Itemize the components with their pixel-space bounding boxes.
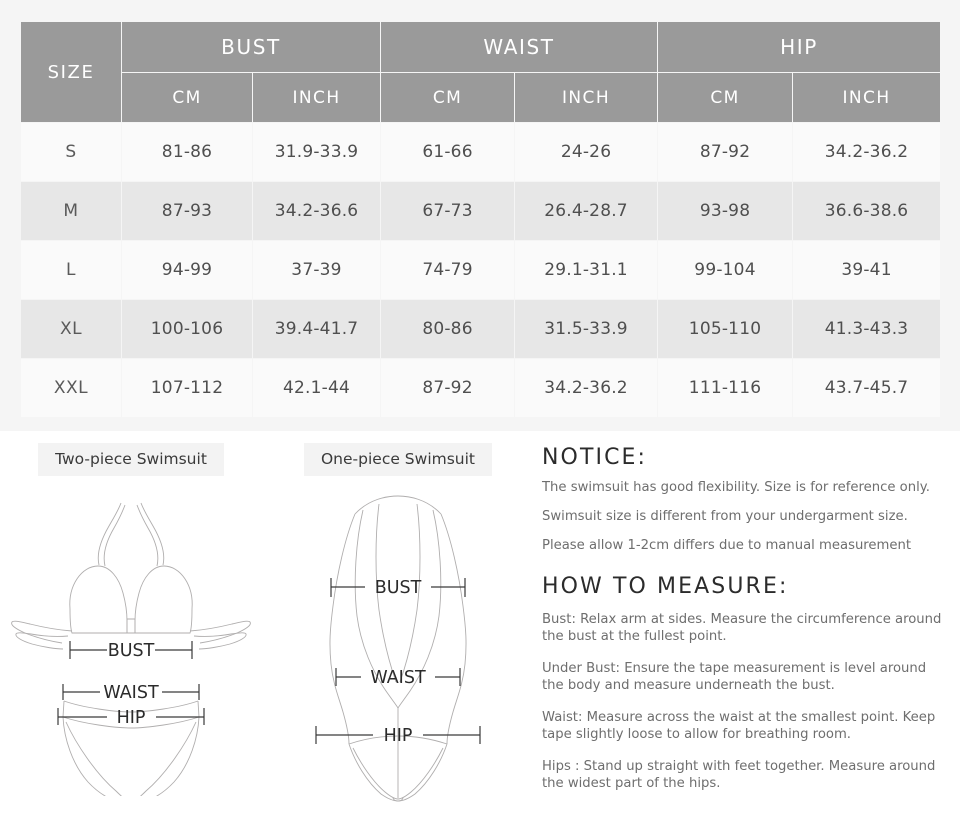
two-piece-bust-label: BUST (108, 641, 155, 661)
notice-heading: NOTICE: (542, 445, 648, 470)
cell-hip-cm: 99-104 (657, 240, 794, 300)
one-piece-diagram-panel: One-piece Swimsuit (262, 431, 534, 810)
table-header-row-groups: SIZE BUST WAIST HIP (20, 21, 942, 123)
bust-measure-line (330, 578, 466, 597)
two-piece-waist-label: WAIST (103, 683, 159, 703)
cell-waist-inch: 31.5-33.9 (514, 299, 659, 359)
header-waist-inch: INCH (514, 72, 659, 123)
header-group-waist: WAIST (380, 21, 659, 73)
cell-bust-inch: 37-39 (251, 240, 382, 300)
table-row: L 94-99 37-39 74-79 29.1-31.1 99-104 39-… (20, 240, 942, 300)
two-piece-illustration: BUST WAIST HIP (6, 486, 256, 805)
cell-waist-cm: 87-92 (380, 358, 516, 418)
two-piece-hip-label: HIP (117, 708, 146, 728)
cell-hip-inch: 43.7-45.7 (792, 358, 942, 418)
table-row: M 87-93 34.2-36.6 67-73 26.4-28.7 93-98 … (20, 181, 942, 241)
header-hip-cm: CM (657, 72, 794, 123)
cell-waist-inch: 26.4-28.7 (514, 181, 659, 241)
cell-waist-inch: 29.1-31.1 (514, 240, 659, 300)
cell-waist-cm: 74-79 (380, 240, 516, 300)
cell-size: S (20, 122, 122, 182)
cell-hip-cm: 87-92 (657, 122, 794, 182)
header-group-hip: HIP (657, 21, 942, 73)
cell-bust-cm: 107-112 (121, 358, 253, 418)
waist-measure-line (62, 684, 200, 700)
one-piece-hip-label: HIP (384, 726, 413, 746)
cell-bust-cm: 81-86 (121, 122, 253, 182)
header-bust-inch: INCH (251, 72, 382, 123)
notice-line: Swimsuit size is different from your und… (542, 509, 908, 524)
cell-size: L (20, 240, 122, 300)
cell-bust-inch: 39.4-41.7 (251, 299, 382, 359)
cell-waist-inch: 34.2-36.2 (514, 358, 659, 418)
measure-item-under-bust: Under Bust: Ensure the tape measurement … (542, 661, 927, 693)
hip-measure-line (315, 726, 481, 744)
hip-measure-line (57, 708, 205, 725)
two-piece-svg: BUST WAIST HIP (11, 502, 251, 805)
table-row: S 81-86 31.9-33.9 61-66 24-26 87-92 34.2… (20, 122, 942, 182)
bust-measure-line (69, 641, 193, 659)
cell-hip-cm: 105-110 (657, 299, 794, 359)
one-piece-illustration: BUST WAIST HIP (283, 486, 513, 810)
one-piece-svg: BUST WAIST HIP (315, 495, 481, 802)
table-header-row-units: CM INCH CM INCH CM INCH (21, 72, 942, 123)
measure-item-waist: Waist: Measure across the waist at the s… (542, 710, 936, 742)
one-piece-bust-label: BUST (375, 578, 422, 598)
measure-item-hips: Hips : Stand up straight with feet toget… (542, 759, 936, 791)
table-row: XXL 107-112 42.1-44 87-92 34.2-36.2 111-… (20, 358, 942, 418)
cell-hip-cm: 111-116 (657, 358, 794, 418)
table-head: SIZE BUST WAIST HIP CM INCH CM INCH CM I… (20, 21, 942, 123)
cell-bust-cm: 100-106 (121, 299, 253, 359)
two-piece-diagram-panel: Two-piece Swimsuit (0, 431, 262, 805)
measurement-guide-section: Two-piece Swimsuit (0, 431, 960, 831)
cell-hip-inch: 34.2-36.2 (792, 122, 942, 182)
notice-line: Please allow 1-2cm differs due to manual… (542, 538, 912, 553)
cell-bust-inch: 42.1-44 (251, 358, 382, 418)
cell-hip-inch: 36.6-38.6 (792, 181, 942, 241)
cell-size: M (20, 181, 122, 241)
cell-hip-inch: 39-41 (792, 240, 942, 300)
notice-panel: NOTICE: The swimsuit has good flexibilit… (534, 431, 960, 808)
cell-hip-cm: 93-98 (657, 181, 794, 241)
header-waist-cm: CM (380, 72, 516, 123)
one-piece-waist-label: WAIST (370, 668, 426, 688)
header-group-bust: BUST (120, 21, 382, 73)
two-piece-title: Two-piece Swimsuit (38, 443, 224, 476)
cell-size: XXL (20, 358, 122, 418)
cell-bust-cm: 94-99 (121, 240, 253, 300)
cell-bust-inch: 34.2-36.6 (251, 181, 382, 241)
header-size: SIZE (20, 21, 122, 123)
cell-waist-cm: 61-66 (380, 122, 516, 182)
cell-size: XL (20, 299, 122, 359)
cell-bust-cm: 87-93 (121, 181, 253, 241)
notice-line: The swimsuit has good flexibility. Size … (542, 480, 930, 495)
table-body: S 81-86 31.9-33.9 61-66 24-26 87-92 34.2… (20, 122, 942, 418)
header-hip-inch: INCH (792, 72, 942, 123)
cell-waist-cm: 67-73 (380, 181, 516, 241)
size-chart-table: SIZE BUST WAIST HIP CM INCH CM INCH CM I… (20, 21, 942, 418)
how-to-measure-heading: HOW TO MEASURE: (542, 574, 789, 599)
cell-bust-inch: 31.9-33.9 (251, 122, 382, 182)
header-bust-cm: CM (121, 72, 253, 123)
table-row: XL 100-106 39.4-41.7 80-86 31.5-33.9 105… (20, 299, 942, 359)
size-chart-section: SIZE BUST WAIST HIP CM INCH CM INCH CM I… (20, 21, 942, 418)
measure-item-bust: Bust: Relax arm at sides. Measure the ci… (542, 612, 942, 644)
waist-measure-line (335, 668, 461, 686)
cell-waist-inch: 24-26 (514, 122, 659, 182)
cell-hip-inch: 41.3-43.3 (792, 299, 942, 359)
cell-waist-cm: 80-86 (380, 299, 516, 359)
one-piece-title: One-piece Swimsuit (303, 443, 493, 476)
